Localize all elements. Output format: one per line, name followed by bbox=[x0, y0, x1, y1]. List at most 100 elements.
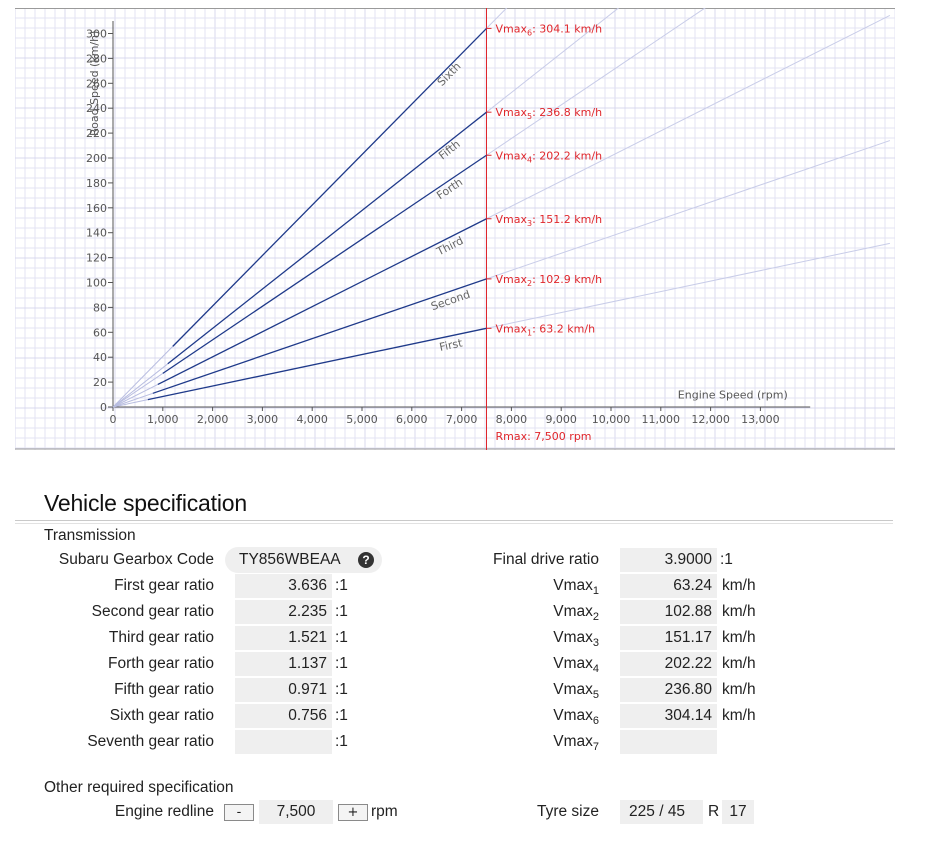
vmax-annotation-value: : 63.2 km/h bbox=[532, 322, 595, 335]
vmax-annotation: Vmax1: 63.2 km/h bbox=[496, 322, 596, 337]
vmax-annotation-subscript: 6 bbox=[527, 28, 532, 37]
y-tick-label: 60 bbox=[93, 326, 107, 339]
gear-ratio-unit: :1 bbox=[335, 577, 348, 594]
y-tick-label: 100 bbox=[86, 277, 107, 290]
vmax-annotation-subscript: 3 bbox=[527, 219, 532, 228]
vmax-label-text: Vmax bbox=[553, 681, 593, 698]
x-axis-label: Engine Speed (rpm) bbox=[678, 389, 788, 402]
final-drive-input[interactable]: 3.9000 bbox=[620, 548, 717, 572]
redline-decrement-button[interactable]: - bbox=[224, 804, 254, 821]
engine-redline-input[interactable]: 7,500 bbox=[259, 800, 333, 824]
help-icon[interactable]: ? bbox=[358, 552, 374, 568]
vmax-annotation-subscript: 5 bbox=[527, 112, 532, 121]
x-tick-label: 4,000 bbox=[296, 413, 328, 426]
gear-ratio-unit: :1 bbox=[335, 629, 348, 646]
y-tick-label: 20 bbox=[93, 376, 107, 389]
series-extension-line bbox=[486, 140, 891, 280]
gearbox-code-field[interactable]: TY856WBEAA ? bbox=[225, 547, 382, 573]
gearbox-code-label: Subaru Gearbox Code bbox=[58, 551, 214, 568]
y-tick-label: 220 bbox=[86, 127, 107, 140]
vmax-annotation-value: : 236.8 km/h bbox=[532, 106, 602, 119]
y-tick-label: 280 bbox=[86, 52, 107, 65]
tyre-width-input[interactable]: 225 bbox=[629, 803, 655, 820]
vmax-annotation-prefix: Vmax bbox=[496, 213, 528, 226]
gear-ratio-input[interactable]: 1.137 bbox=[235, 652, 332, 676]
title-divider bbox=[15, 520, 893, 521]
gear-ratio-label: Third gear ratio bbox=[108, 629, 214, 646]
gear-ratio-label: Seventh gear ratio bbox=[87, 733, 214, 750]
vmax-label: Vmax3 bbox=[430, 629, 599, 649]
y-tick-label: 80 bbox=[93, 301, 107, 314]
gear-ratio-input[interactable] bbox=[235, 730, 332, 754]
series-origin-line bbox=[112, 399, 148, 408]
y-tick-label: 200 bbox=[86, 152, 107, 165]
vmax-annotation-subscript: 1 bbox=[527, 328, 532, 337]
tyre-separator: / bbox=[659, 803, 664, 820]
vmax-annotation-prefix: Vmax bbox=[496, 22, 528, 35]
tyre-profile-input[interactable]: 45 bbox=[667, 803, 686, 820]
vmax-label-text: Vmax bbox=[553, 629, 593, 646]
y-tick-label: 240 bbox=[86, 102, 107, 115]
gear-ratio-input[interactable]: 1.521 bbox=[235, 626, 332, 650]
gear-ratio-input[interactable]: 0.756 bbox=[235, 704, 332, 728]
y-tick-label: 300 bbox=[86, 28, 107, 41]
series-extension-line bbox=[486, 8, 706, 156]
y-tick-label: 160 bbox=[86, 202, 107, 215]
vmax-label-text: Vmax bbox=[553, 603, 593, 620]
vmax-unit: km/h bbox=[722, 655, 756, 672]
x-tick-label: 10,000 bbox=[592, 413, 631, 426]
final-drive-label: Final drive ratio bbox=[493, 551, 599, 568]
series-origin-line bbox=[112, 384, 159, 408]
x-tick-label: 0 bbox=[110, 413, 117, 426]
vmax-annotation: Vmax5: 236.8 km/h bbox=[496, 106, 603, 121]
vmax-label-text: Vmax bbox=[553, 733, 593, 750]
x-tick-label: 6,000 bbox=[396, 413, 428, 426]
transmission-heading: Transmission bbox=[44, 527, 136, 544]
gear-ratio-unit: :1 bbox=[335, 707, 348, 724]
x-tick-label: 7,000 bbox=[446, 413, 478, 426]
vmax-value: 236.80 bbox=[620, 678, 717, 702]
y-axis-label: Road Speed (km/h) bbox=[88, 31, 101, 136]
vmax-annotation-prefix: Vmax bbox=[496, 106, 528, 119]
gear-ratio-unit: :1 bbox=[335, 681, 348, 698]
x-tick-label: 11,000 bbox=[642, 413, 681, 426]
vmax-label: Vmax2 bbox=[430, 603, 599, 623]
redline-label: Rmax: 7,500 rpm bbox=[496, 430, 592, 443]
gear-ratio-unit: :1 bbox=[335, 733, 348, 750]
vmax-label-subscript: 7 bbox=[592, 741, 599, 753]
gear-ratio-label: Forth gear ratio bbox=[108, 655, 214, 672]
gear-line bbox=[162, 154, 487, 374]
vmax-value: 202.22 bbox=[620, 652, 717, 676]
vmax-label-subscript: 4 bbox=[592, 663, 599, 675]
vmax-label-subscript: 2 bbox=[592, 611, 599, 623]
tyre-rim-input[interactable]: 17 bbox=[722, 800, 754, 824]
vmax-label-subscript: 5 bbox=[592, 689, 599, 701]
gear-ratio-input[interactable]: 3.636 bbox=[235, 574, 332, 598]
redline-increment-button[interactable]: + bbox=[338, 804, 368, 821]
series-extension-line bbox=[486, 8, 620, 113]
vmax-unit: km/h bbox=[722, 629, 756, 646]
vmax-label-subscript: 1 bbox=[592, 585, 599, 597]
x-tick-label: 3,000 bbox=[247, 413, 279, 426]
vmax-value: 151.17 bbox=[620, 626, 717, 650]
series-origin-line bbox=[112, 392, 154, 408]
vmax-label-text: Vmax bbox=[553, 707, 593, 724]
gear-ratio-label: Second gear ratio bbox=[91, 603, 214, 620]
vmax-annotation-subscript: 2 bbox=[527, 279, 532, 288]
vmax-unit: km/h bbox=[722, 707, 756, 724]
gear-ratio-unit: :1 bbox=[335, 655, 348, 672]
tyre-size-field[interactable]: 225 / 45 bbox=[620, 800, 703, 824]
engine-redline-label: Engine redline bbox=[114, 803, 214, 820]
vmax-annotation-value: : 102.9 km/h bbox=[532, 273, 602, 286]
y-tick-label: 0 bbox=[100, 401, 107, 414]
gear-line bbox=[172, 27, 487, 347]
gear-line bbox=[147, 327, 487, 401]
gear-ratio-input[interactable]: 2.235 bbox=[235, 600, 332, 624]
series-origin-line bbox=[112, 372, 164, 408]
y-tick-label: 120 bbox=[86, 252, 107, 265]
gear-ratio-label: First gear ratio bbox=[114, 577, 214, 594]
vmax-label: Vmax6 bbox=[430, 707, 599, 727]
gear-ratio-unit: :1 bbox=[335, 603, 348, 620]
vmax-annotation: Vmax2: 102.9 km/h bbox=[496, 273, 603, 288]
gear-ratio-input[interactable]: 0.971 bbox=[235, 678, 332, 702]
